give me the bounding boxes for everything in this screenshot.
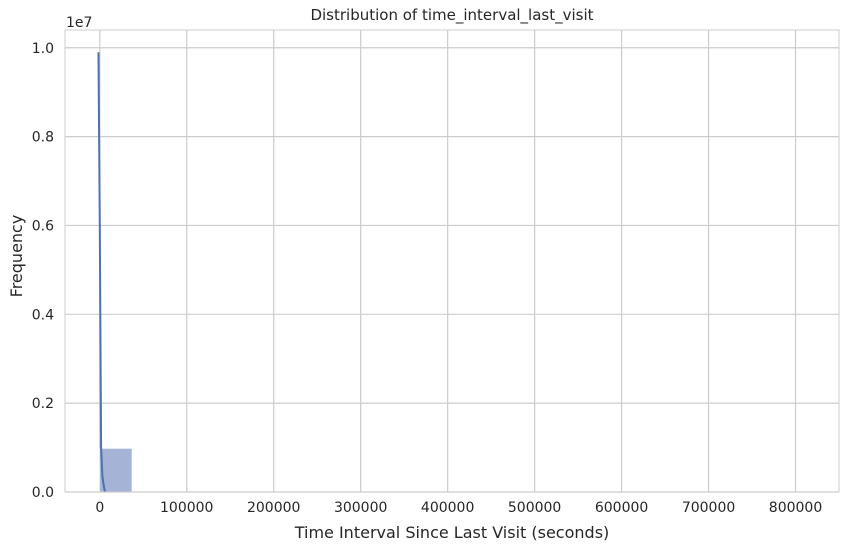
x-tick-labels: 0 100000 200000 300000 400000 500000 600000 700… [95, 500, 822, 516]
x-tick-label: 600000 [595, 500, 648, 516]
y-tick-label: 1.0 [32, 41, 54, 57]
y-tick-label: 0.4 [32, 307, 54, 323]
y-tick-label: 0.6 [32, 218, 54, 234]
x-tick-label: 400000 [421, 500, 474, 516]
histogram-bars [99, 448, 133, 493]
plot-frame [64, 29, 840, 493]
y-tick-label: 0.0 [32, 485, 54, 501]
x-tick-label: 500000 [508, 500, 561, 516]
grid-lines [65, 30, 839, 493]
x-tick-label: 800000 [769, 500, 822, 516]
x-tick-label: 700000 [682, 500, 735, 516]
chart-title: Distribution of time_interval_last_visit [310, 6, 593, 25]
x-tick-label: 100000 [160, 500, 213, 516]
y-tick-label: 0.8 [32, 130, 54, 146]
x-tick-label: 300000 [334, 500, 387, 516]
x-tick-label: 200000 [247, 500, 300, 516]
y-tick-labels: 0.0 0.2 0.4 0.6 0.8 1.0 [32, 41, 54, 501]
x-axis-label: Time Interval Since Last Visit (seconds) [294, 523, 610, 542]
histogram-bar [99, 448, 133, 493]
kde-line-group [97, 52, 106, 493]
y-axis-offset-label: 1e7 [66, 15, 92, 31]
y-tick-label: 0.2 [32, 396, 54, 412]
kde-line [97, 52, 106, 493]
x-tick-label: 0 [95, 500, 104, 516]
y-axis-label: Frequency [7, 215, 26, 298]
